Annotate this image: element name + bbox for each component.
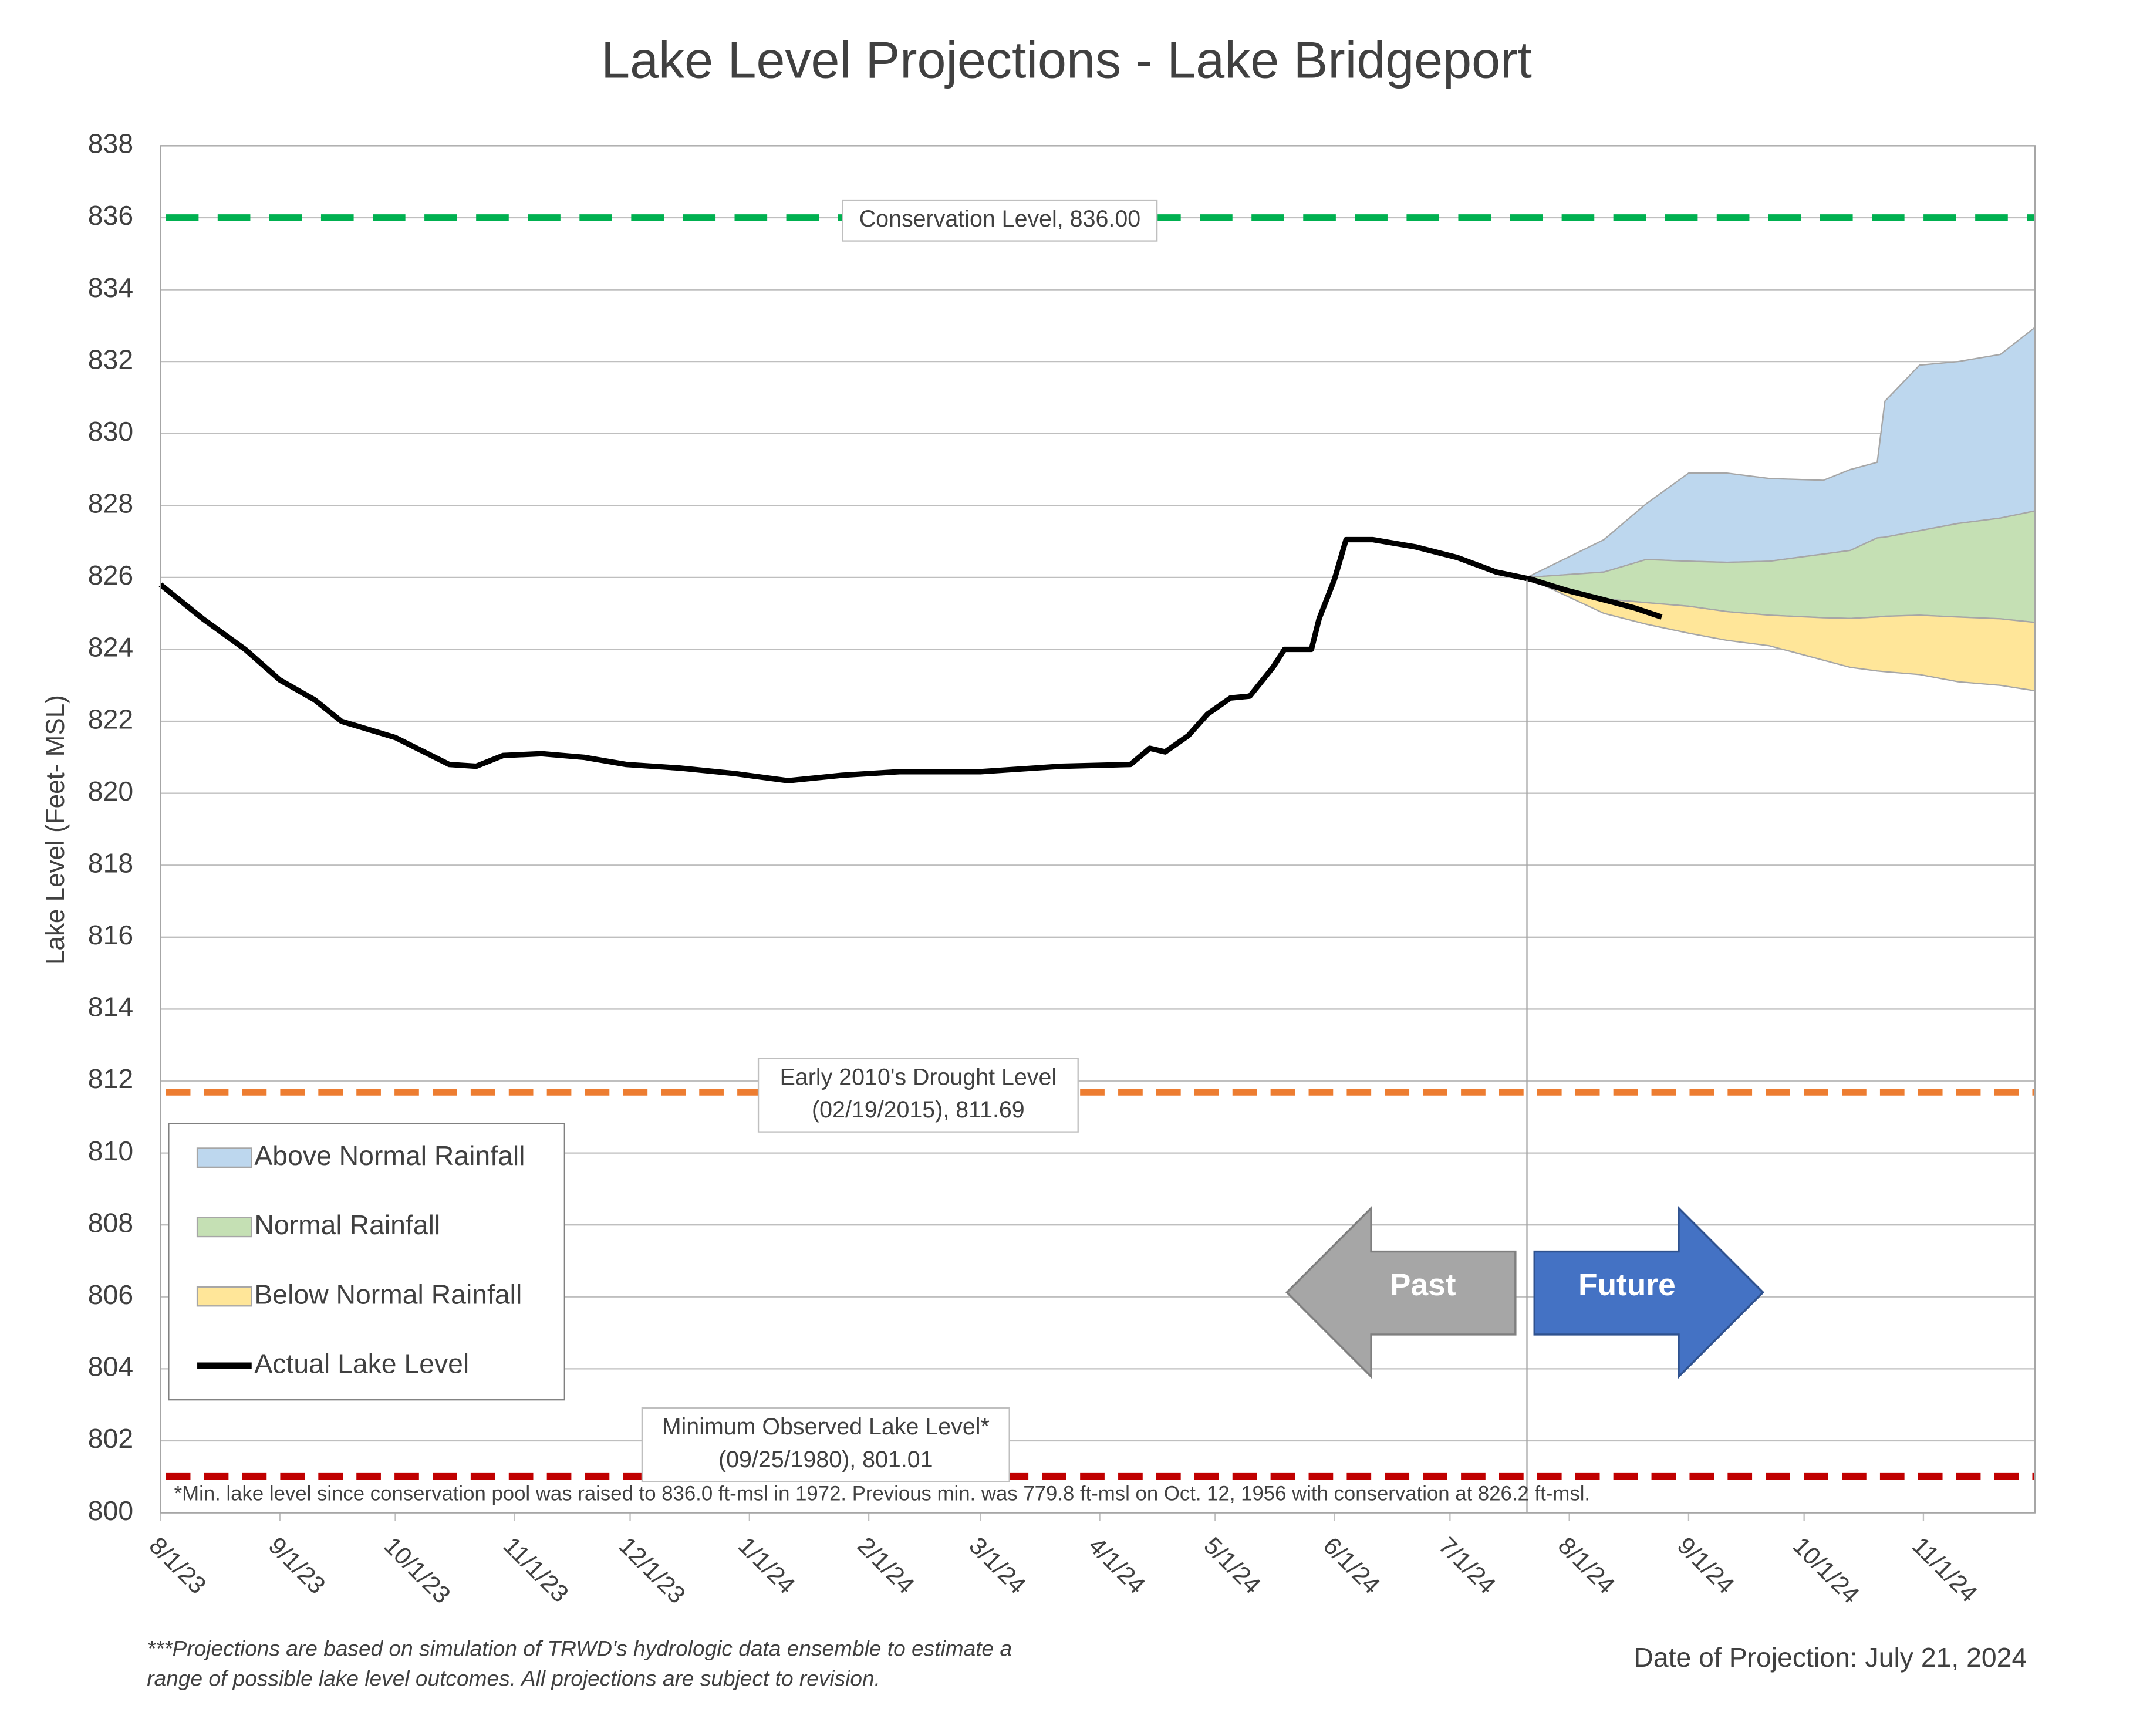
legend-box <box>168 1123 565 1401</box>
y-tick-label: 824 <box>88 632 133 663</box>
y-tick-label: 810 <box>88 1136 133 1166</box>
legend-swatch <box>196 1286 252 1307</box>
future-label: Future <box>1578 1268 1676 1302</box>
y-tick-label: 822 <box>88 704 133 734</box>
y-tick-label: 812 <box>88 1063 133 1094</box>
footnote: *Min. lake level since conservation pool… <box>174 1483 1590 1505</box>
y-tick-label: 808 <box>88 1207 133 1238</box>
y-tick-label: 802 <box>88 1423 133 1454</box>
y-tick-label: 830 <box>88 416 133 447</box>
reference-label: Conservation Level, 836.00 <box>859 206 1140 232</box>
y-tick-label: 818 <box>88 847 133 878</box>
y-tick-label: 838 <box>88 129 133 159</box>
y-tick-label: 836 <box>88 200 133 231</box>
projection-date: Date of Projection: July 21, 2024 <box>1634 1642 2027 1673</box>
note: range of possible lake level outcomes. A… <box>147 1666 880 1690</box>
plot-border <box>160 145 2036 1514</box>
y-tick-label: 820 <box>88 776 133 806</box>
y-tick-label: 804 <box>88 1352 133 1382</box>
past-label: Past <box>1390 1268 1456 1302</box>
y-tick-label: 834 <box>88 272 133 303</box>
legend-label: Actual Lake Level <box>254 1348 469 1379</box>
legend-swatch <box>196 1217 252 1238</box>
reference-label-box <box>641 1407 1010 1482</box>
note: ***Projections are based on simulation o… <box>147 1636 1012 1660</box>
chart-title: Lake Level Projections - Lake Bridgeport <box>601 31 1532 89</box>
legend-label: Normal Rainfall <box>254 1210 440 1240</box>
legend-swatch <box>196 1147 252 1168</box>
future-arrow <box>1533 1205 1765 1379</box>
reference-label: (02/19/2015), 811.69 <box>812 1097 1025 1123</box>
reference-label: Minimum Observed Lake Level* <box>662 1414 990 1440</box>
y-tick-label: 828 <box>88 488 133 519</box>
reference-label: (09/25/1980), 801.01 <box>718 1447 933 1472</box>
y-tick-label: 814 <box>88 992 133 1022</box>
legend-label: Above Normal Rainfall <box>254 1140 525 1171</box>
y-tick-label: 800 <box>88 1495 133 1526</box>
y-tick-label: 806 <box>88 1279 133 1310</box>
reference-label-box <box>757 1058 1079 1133</box>
reference-label-box <box>842 199 1158 242</box>
actual-line <box>158 536 1663 783</box>
legend-label: Below Normal Rainfall <box>254 1279 522 1309</box>
y-tick-label: 826 <box>88 560 133 590</box>
y-tick-label: 832 <box>88 344 133 374</box>
y-tick-label: 816 <box>88 920 133 950</box>
y-axis-label: Lake Level (Feet- MSL) <box>41 695 70 965</box>
past-arrow <box>1285 1205 1517 1379</box>
reference-label: Early 2010's Drought Level <box>780 1065 1057 1090</box>
